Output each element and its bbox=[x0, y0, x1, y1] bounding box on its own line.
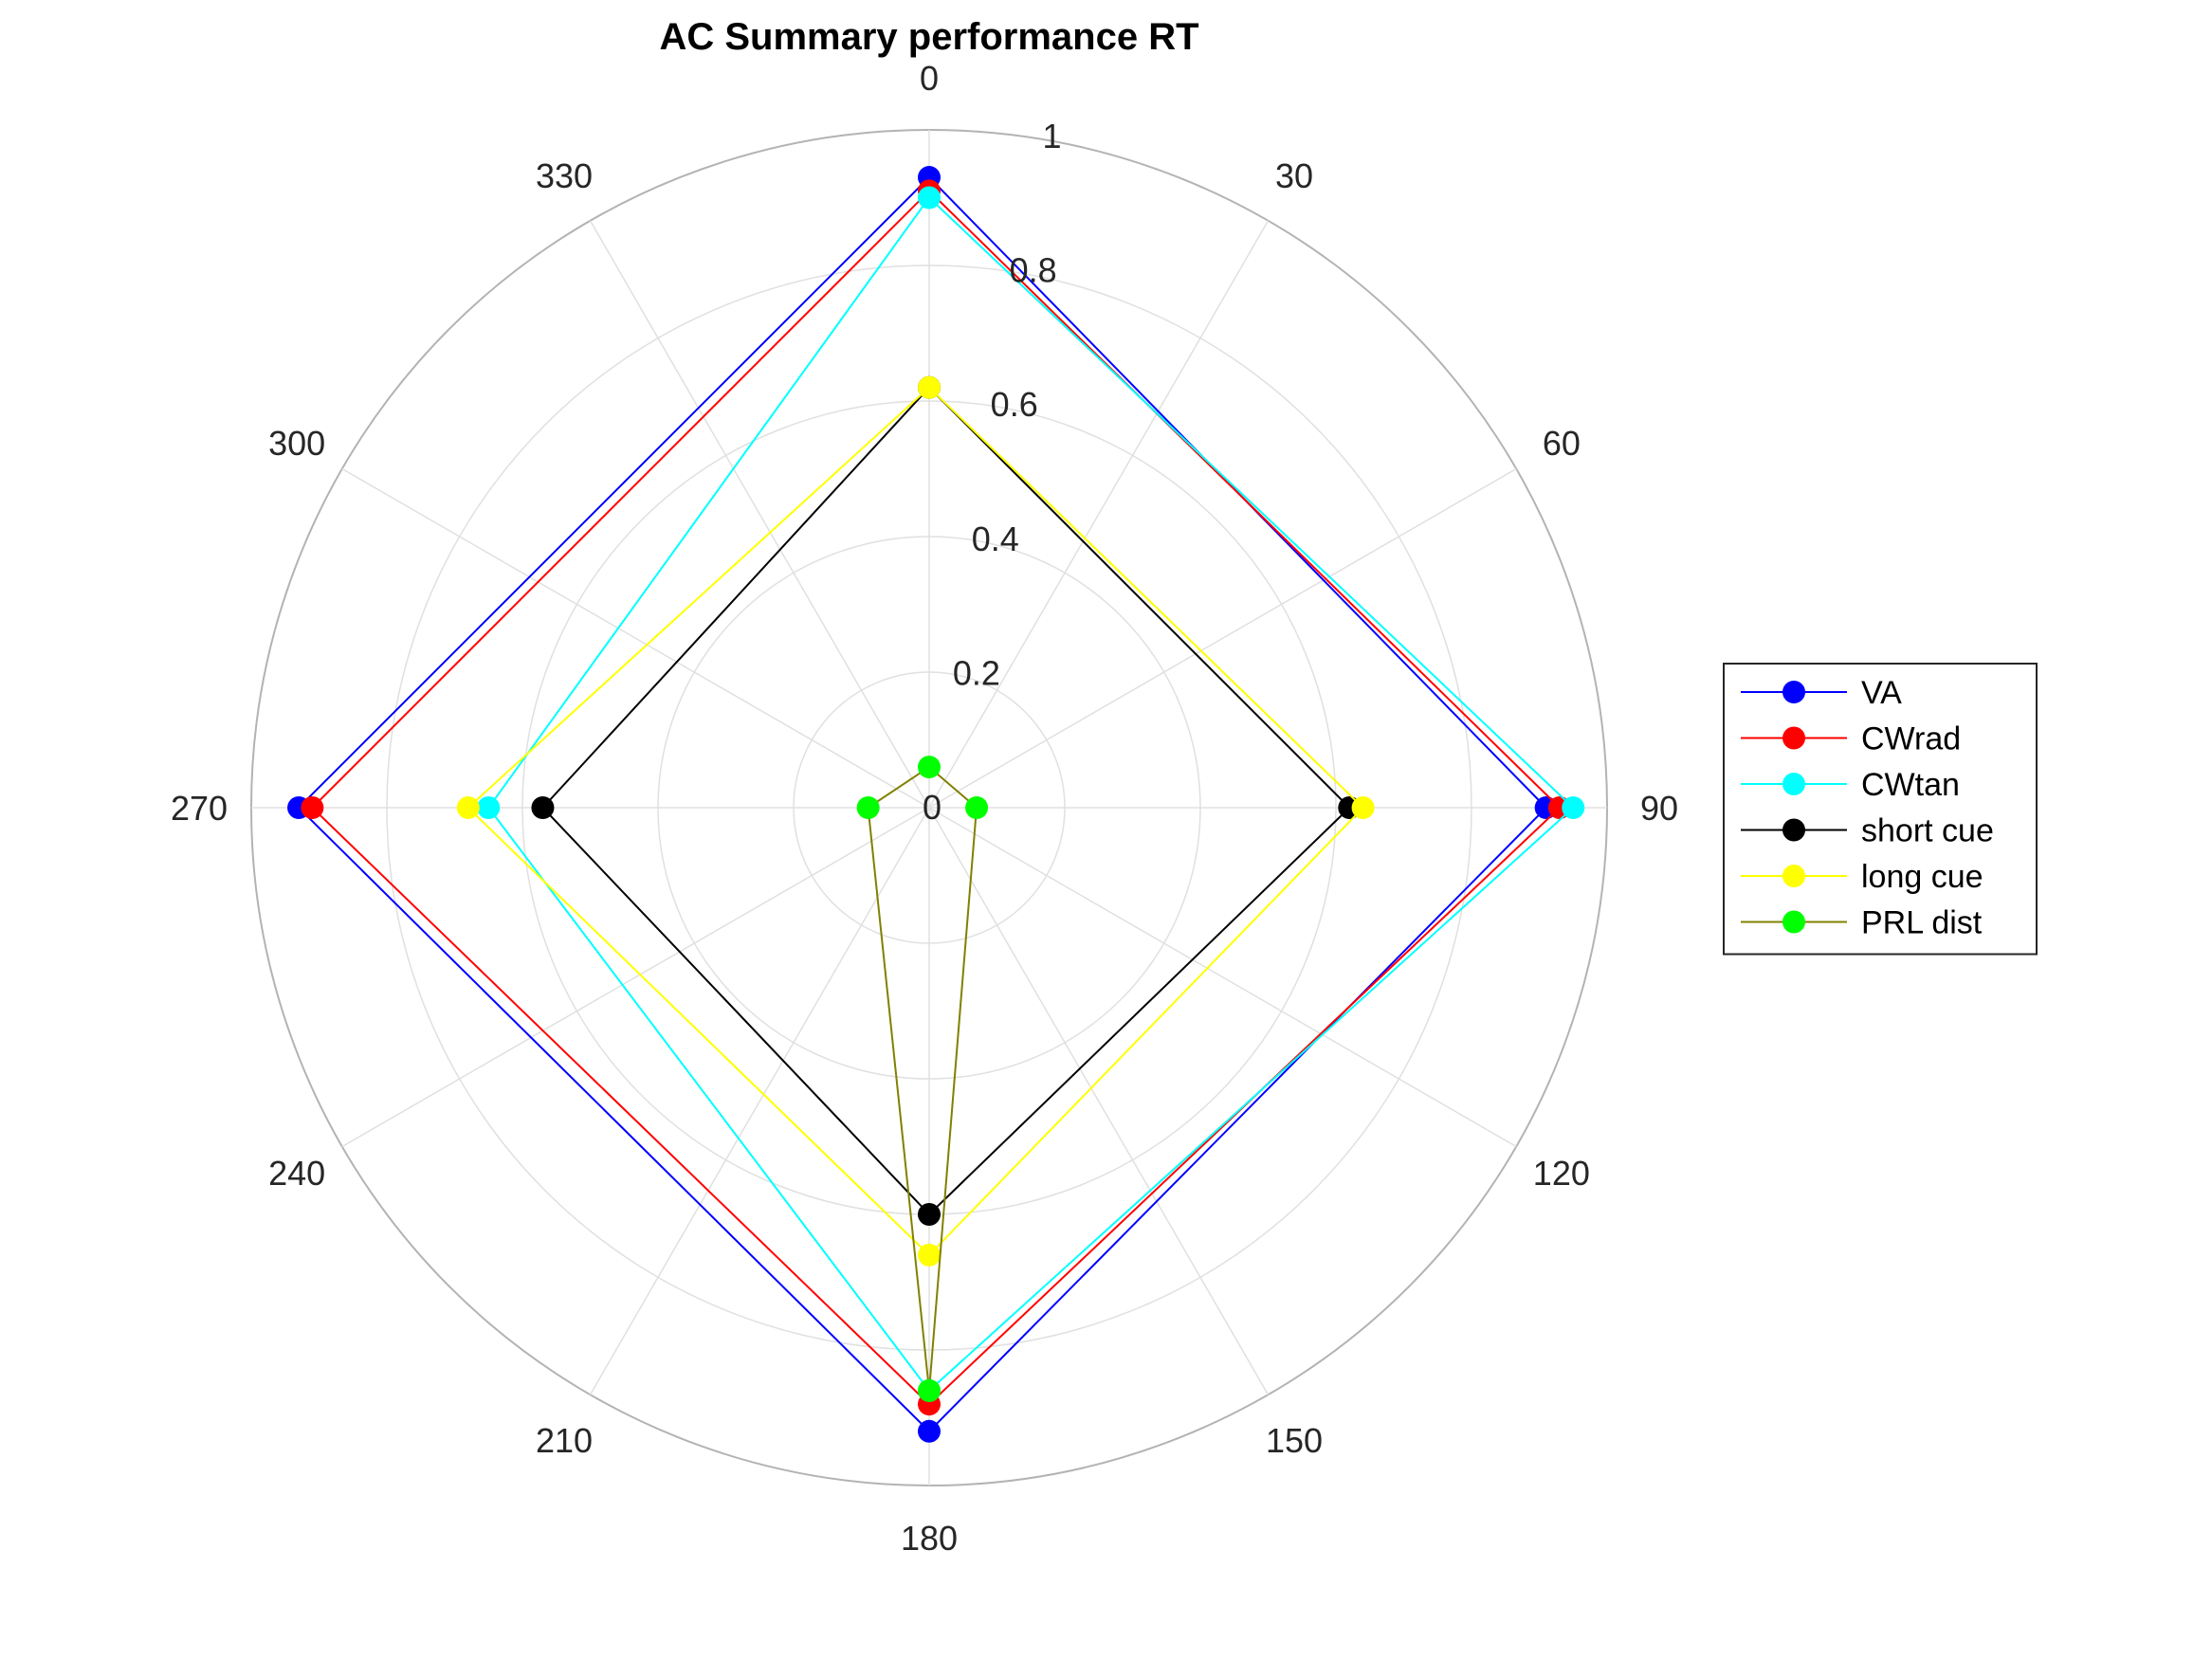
rho-tick-label: 0.8 bbox=[1010, 251, 1057, 290]
theta-tick-label: 210 bbox=[536, 1421, 593, 1460]
theta-tick-labels: 0 30 60 90 120 150 180 210 240 270 300 330 bbox=[171, 59, 1678, 1558]
polar-grid bbox=[250, 129, 1608, 1486]
theta-tick-label: 0 bbox=[920, 59, 939, 98]
theta-tick-label: 150 bbox=[1266, 1421, 1323, 1460]
data-point bbox=[918, 1378, 941, 1402]
data-point bbox=[856, 796, 880, 819]
data-point bbox=[301, 796, 324, 819]
legend-item: PRL dist bbox=[1741, 905, 1983, 941]
legend-label: short cue bbox=[1861, 813, 1994, 849]
legend-item: short cue bbox=[1741, 813, 1994, 849]
theta-tick-label: 120 bbox=[1533, 1154, 1590, 1193]
legend-marker bbox=[1782, 681, 1805, 703]
legend-marker bbox=[1782, 910, 1805, 934]
data-point bbox=[918, 1203, 941, 1226]
legend-label: VA bbox=[1861, 675, 1902, 711]
theta-grid-spoke-8 bbox=[341, 807, 930, 1148]
legend-item: CWtan bbox=[1741, 767, 1960, 803]
rho-tick-label: 0 bbox=[923, 788, 941, 827]
theta-tick-label: 330 bbox=[536, 156, 593, 195]
legend-marker bbox=[1782, 773, 1805, 795]
series-cwtan bbox=[477, 186, 1585, 1402]
legend: VA CWrad CWtan short cue long cue PRL dist bbox=[1723, 663, 2038, 956]
legend-item: CWrad bbox=[1741, 721, 1961, 757]
legend-box bbox=[1723, 663, 2038, 956]
legend-marker bbox=[1782, 818, 1805, 842]
legend-label: CWrad bbox=[1861, 721, 1961, 757]
theta-tick-label: 270 bbox=[171, 789, 228, 828]
rho-tick-labels: 0 0.2 0.4 0.6 0.8 1 bbox=[923, 117, 1062, 827]
series-long-cue bbox=[456, 375, 1375, 1267]
theta-tick-label: 180 bbox=[901, 1519, 958, 1558]
theta-tick-label: 90 bbox=[1640, 789, 1678, 828]
rho-tick-label: 0.6 bbox=[991, 385, 1038, 424]
data-point bbox=[918, 1419, 941, 1443]
theta-grid-spoke-4 bbox=[928, 807, 1517, 1148]
data-point bbox=[918, 756, 941, 779]
legend-marker bbox=[1782, 726, 1805, 750]
series-short-cue bbox=[531, 375, 1362, 1226]
legend-marker bbox=[1782, 865, 1805, 887]
series-layer bbox=[287, 166, 1585, 1443]
theta-tick-label: 300 bbox=[268, 424, 325, 463]
data-point bbox=[918, 186, 941, 210]
theta-grid-spoke-2 bbox=[928, 467, 1517, 809]
theta-grid-spoke-10 bbox=[341, 467, 930, 809]
data-point bbox=[918, 375, 941, 399]
legend-label: PRL dist bbox=[1861, 905, 1983, 941]
rho-tick-label: 0.4 bbox=[972, 520, 1019, 558]
series-line bbox=[541, 386, 1351, 1216]
legend-label: long cue bbox=[1861, 859, 1983, 895]
data-point bbox=[965, 796, 989, 819]
data-point bbox=[531, 796, 555, 819]
legend-item: VA bbox=[1741, 675, 1902, 711]
legend-item: long cue bbox=[1741, 859, 1983, 895]
legend-label: CWtan bbox=[1861, 767, 1960, 803]
rho-tick-label: 1 bbox=[1042, 117, 1061, 155]
theta-tick-label: 30 bbox=[1275, 156, 1313, 195]
series-line bbox=[487, 196, 1575, 1393]
rho-tick-label: 0.2 bbox=[953, 653, 1000, 692]
data-point bbox=[456, 796, 480, 819]
chart-title: AC Summary performance RT bbox=[659, 16, 1198, 58]
theta-tick-label: 60 bbox=[1543, 424, 1581, 463]
theta-tick-label: 240 bbox=[268, 1154, 325, 1193]
data-point bbox=[477, 796, 501, 819]
data-point bbox=[918, 1243, 941, 1267]
theta-grid-spoke-1 bbox=[928, 220, 1270, 809]
data-point bbox=[1562, 796, 1585, 819]
data-point bbox=[1351, 796, 1375, 819]
theta-grid-spoke-5 bbox=[928, 807, 1270, 1395]
theta-grid-spoke-7 bbox=[589, 807, 930, 1395]
theta-grid-spoke-11 bbox=[589, 220, 930, 809]
series-prl-dist bbox=[856, 756, 989, 1402]
